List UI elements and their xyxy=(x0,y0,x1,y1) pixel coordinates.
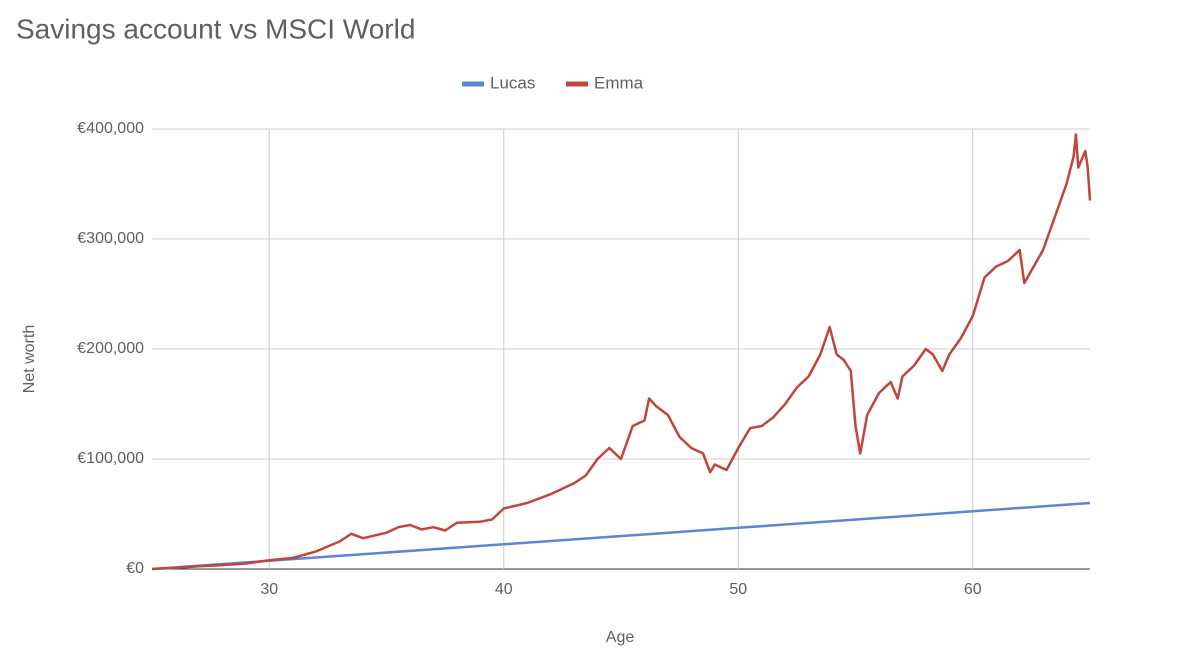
x-tick-label: 30 xyxy=(260,581,278,598)
x-tick-label: 60 xyxy=(964,581,982,598)
x-tick-label: 40 xyxy=(495,581,513,598)
x-axis-label: Age xyxy=(606,629,635,646)
x-tick-label: 50 xyxy=(729,581,747,598)
y-tick-label: €400,000 xyxy=(77,120,144,137)
y-tick-label: €300,000 xyxy=(77,230,144,247)
series-line xyxy=(151,133,1092,571)
y-tick-label: €100,000 xyxy=(77,450,144,467)
chart-title: Savings account vs MSCI World xyxy=(16,13,415,44)
y-tick-label: €200,000 xyxy=(77,340,144,357)
y-axis-label: Net worth xyxy=(21,325,38,393)
legend-label: Lucas xyxy=(490,73,535,92)
legend-label: Emma xyxy=(594,73,644,92)
y-tick-label: €0 xyxy=(126,560,144,577)
